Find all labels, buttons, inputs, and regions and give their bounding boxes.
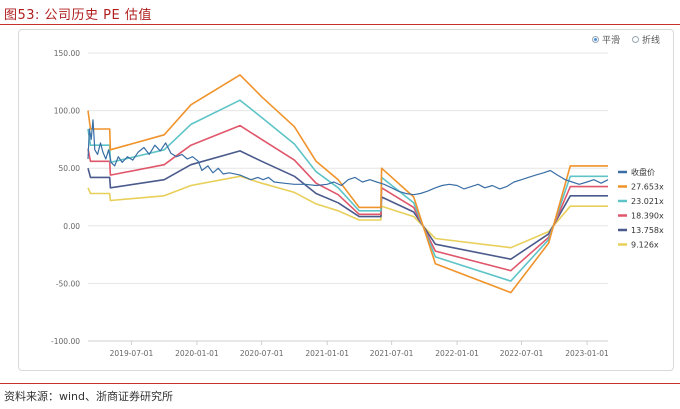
x-tick-label: 2021-01-01 [305,349,349,358]
radio-selected-icon[interactable] [591,36,599,43]
toggle-polyline[interactable]: 折线 [631,33,660,46]
series-line-pe-band [87,124,608,272]
legend-label: 27.653x [631,183,664,192]
x-tick-label: 2020-07-01 [240,349,284,358]
y-tick-label: -50.00 [56,279,80,288]
x-tick-label: 2022-07-01 [500,349,544,358]
line-style-toggle: 平滑 折线 [591,33,660,46]
series-line-pe-band [87,74,608,294]
chart-frame [18,29,674,371]
y-tick-label: 100.00 [54,107,80,116]
series-line-pe-band [87,99,608,282]
x-tick-label: 2022-01-01 [435,349,479,358]
title-rule [0,24,680,25]
figure-title: 图53: 公司历史 PE 估值 [4,8,152,23]
y-tick-label: 50.00 [59,164,81,173]
toggle-smooth-label: 平滑 [601,36,620,46]
x-tick-label: 2020-01-01 [175,349,219,358]
x-tick-label: 2019-07-01 [110,349,154,358]
legend-label: 13.758x [631,226,664,235]
toggle-polyline-label: 折线 [641,36,660,46]
toggle-smooth[interactable]: 平滑 [591,33,620,46]
y-tick-label: -100.00 [51,337,80,346]
legend-label: 18.390x [631,212,664,221]
series-line-close-price [87,119,609,196]
x-tick-label: 2021-07-01 [370,349,414,358]
y-tick-label: 0.00 [63,222,80,231]
legend-label: 收盘价 [631,167,655,177]
series-line-pe-band [87,175,608,249]
legend-label: 23.021x [631,197,664,206]
source-rule [0,383,680,384]
y-tick-label: 150.00 [54,49,80,58]
radio-unselected-icon[interactable] [631,36,639,43]
source-note: 资料来源：wind、浙商证券研究所 [4,390,174,403]
series-line-pe-band [87,150,608,261]
legend-label: 9.126x [631,241,659,250]
x-tick-label: 2023-01-01 [565,349,609,358]
